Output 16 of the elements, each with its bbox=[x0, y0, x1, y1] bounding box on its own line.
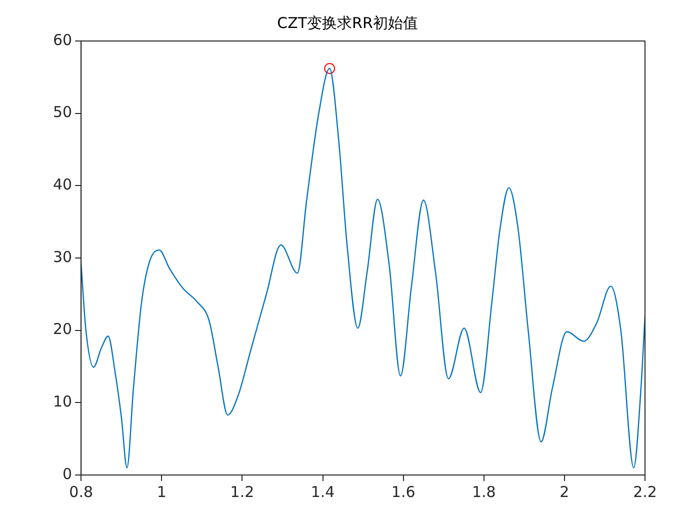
x-tick-label: 0.8 bbox=[69, 482, 94, 501]
x-tick-label: 2 bbox=[560, 482, 570, 501]
x-tick-label: 1.6 bbox=[391, 482, 416, 501]
chart-title: CZT变换求RR初始值 bbox=[277, 14, 418, 32]
x-tick-label: 1.4 bbox=[310, 482, 335, 501]
y-tick-label: 50 bbox=[52, 103, 72, 122]
y-tick-label: 20 bbox=[52, 320, 72, 338]
y-tick-label: 40 bbox=[52, 176, 72, 194]
x-tick-label: 2.2 bbox=[633, 482, 657, 501]
y-tick-label: 0 bbox=[62, 464, 72, 483]
y-tick-label: 10 bbox=[52, 392, 72, 411]
y-tick-label: 60 bbox=[52, 30, 72, 49]
x-tick-label: 1.2 bbox=[230, 482, 254, 501]
y-tick-label: 30 bbox=[52, 248, 72, 266]
x-tick-label: 1.8 bbox=[472, 482, 496, 501]
x-tick-label: 1 bbox=[156, 482, 166, 501]
